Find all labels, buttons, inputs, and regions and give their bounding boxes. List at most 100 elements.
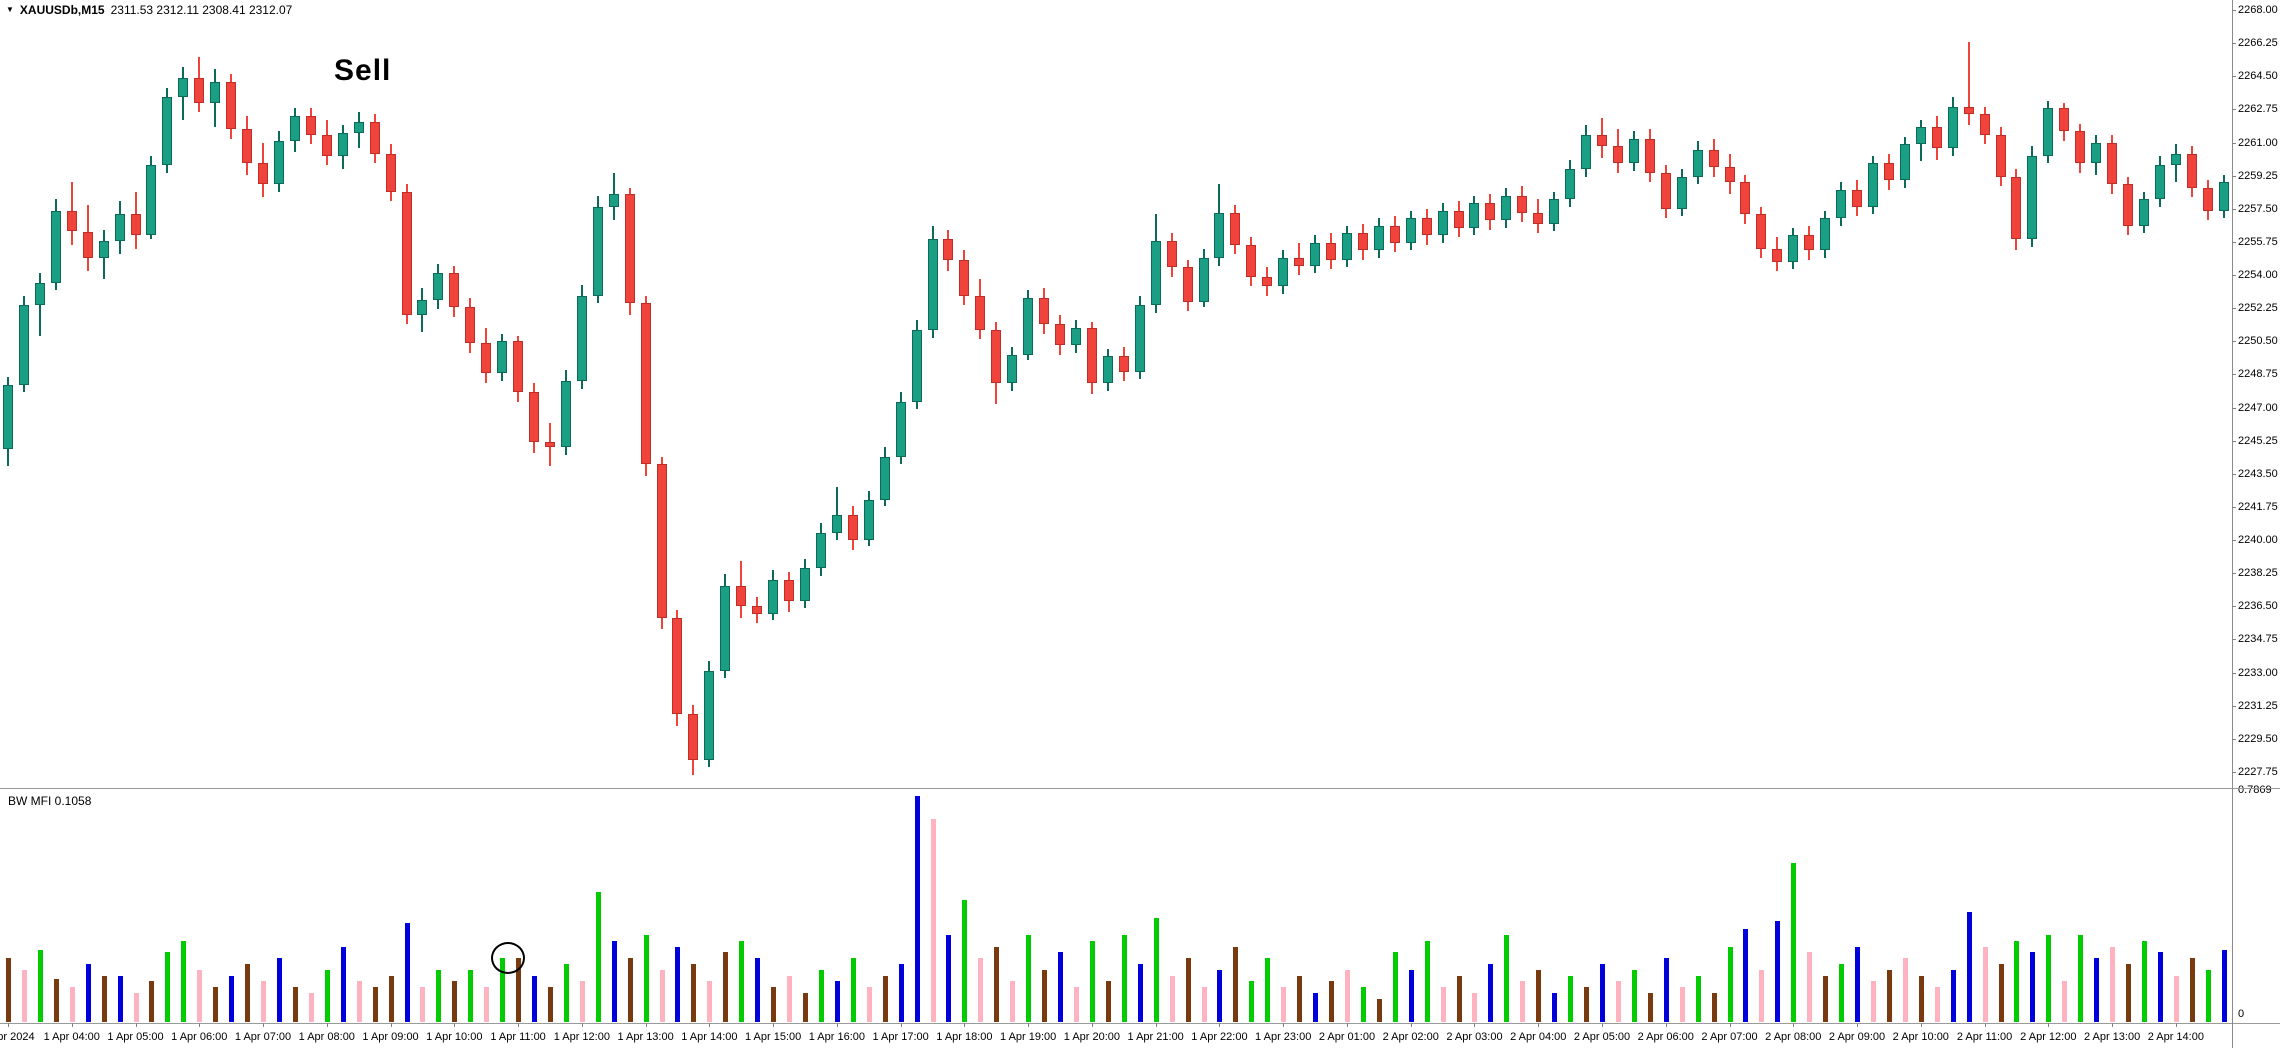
price-axis-tick xyxy=(2232,540,2236,542)
mfi-bar xyxy=(866,987,872,1022)
time-axis-label: 1 Apr 20:00 xyxy=(1063,1031,1121,1043)
mfi-bar xyxy=(882,975,888,1022)
candle xyxy=(688,714,699,760)
candle xyxy=(1979,114,1990,135)
circle-annotation[interactable] xyxy=(491,942,525,974)
candle xyxy=(2218,182,2229,211)
mfi-bar xyxy=(2157,952,2163,1022)
candle xyxy=(672,617,683,715)
time-axis-tick xyxy=(645,1023,647,1027)
mfi-bar xyxy=(404,923,410,1022)
candle xyxy=(1182,267,1193,302)
time-axis-label: 1 Apr 2024 xyxy=(0,1031,35,1043)
candle xyxy=(576,295,587,382)
candle xyxy=(353,121,364,134)
time-axis-label: 2 Apr 06:00 xyxy=(1637,1031,1694,1043)
candle xyxy=(337,133,348,156)
mfi-bar xyxy=(595,891,601,1022)
chevron-down-icon[interactable]: ▼ xyxy=(6,5,14,14)
candle xyxy=(1262,276,1273,287)
mfi-bar xyxy=(468,969,474,1022)
price-axis-tick xyxy=(2232,208,2236,210)
candle xyxy=(1628,138,1639,164)
candle xyxy=(401,191,412,315)
candle xyxy=(768,579,779,614)
mfi-bar xyxy=(1026,935,1032,1022)
candle xyxy=(927,239,938,330)
mfi-bar xyxy=(1089,940,1095,1022)
candle xyxy=(544,441,555,448)
time-axis-tick xyxy=(2048,1023,2050,1027)
mfi-bar xyxy=(1727,946,1733,1022)
mfi-bar xyxy=(1584,987,1590,1022)
time-axis-tick xyxy=(2175,1023,2177,1027)
candle xyxy=(1405,218,1416,243)
price-chart-pane[interactable] xyxy=(0,0,2232,788)
candle xyxy=(1326,242,1337,260)
candle xyxy=(2107,142,2118,185)
candle xyxy=(2011,176,2022,240)
mfi-bar xyxy=(6,958,11,1022)
candle xyxy=(1899,144,1910,181)
mfi-bar xyxy=(1743,929,1749,1022)
time-axis-tick xyxy=(1091,1023,1093,1027)
mfi-bar xyxy=(946,935,952,1022)
time-axis-tick xyxy=(1920,1023,1922,1027)
mfi-bar xyxy=(1966,911,1972,1022)
time-axis-label: 1 Apr 19:00 xyxy=(1000,1031,1057,1043)
price-axis-tick xyxy=(2232,772,2236,773)
price-axis-label: 2240.00 xyxy=(2238,534,2278,547)
mfi-bar xyxy=(149,981,155,1022)
time-axis-tick xyxy=(1028,1023,1030,1027)
candle xyxy=(1246,244,1257,277)
mfi-bar xyxy=(898,964,904,1022)
indicator-pane[interactable] xyxy=(0,789,2232,1023)
mfi-bar xyxy=(213,987,219,1022)
mfi-bar xyxy=(2046,935,2052,1022)
time-axis-label: 2 Apr 10:00 xyxy=(1892,1031,1949,1043)
mfi-bar xyxy=(1759,969,1765,1022)
price-axis-label: 2255.75 xyxy=(2238,235,2278,248)
mfi-bar xyxy=(1344,969,1350,1022)
time-axis-tick xyxy=(900,1023,902,1027)
mfi-bar xyxy=(21,969,27,1022)
time-axis-tick xyxy=(836,1023,838,1027)
candle xyxy=(273,140,284,185)
mfi-bar xyxy=(1488,964,1494,1022)
mfi-bar xyxy=(2189,958,2195,1022)
candle xyxy=(1389,225,1400,243)
candle xyxy=(385,153,396,192)
candle xyxy=(1007,354,1018,383)
time-axis-tick xyxy=(71,1023,73,1027)
candle xyxy=(831,515,842,533)
candle xyxy=(959,259,970,296)
mfi-bar xyxy=(1392,952,1398,1022)
candle xyxy=(1724,167,1735,183)
mfi-bar xyxy=(1520,981,1526,1022)
time-axis-tick xyxy=(581,1023,583,1027)
candle xyxy=(1214,212,1225,258)
candle xyxy=(1134,305,1145,372)
price-axis-label: 2264.50 xyxy=(2238,70,2278,83)
mfi-bar xyxy=(229,975,235,1022)
mfi-bar xyxy=(627,958,633,1022)
candle xyxy=(178,78,189,98)
candle xyxy=(656,464,667,618)
mfi-bar xyxy=(1679,987,1685,1022)
candle xyxy=(1118,356,1129,372)
mfi-bar xyxy=(914,795,920,1022)
candle xyxy=(66,210,77,232)
time-axis-tick xyxy=(1219,1023,1221,1027)
candle xyxy=(3,384,13,450)
mfi-bar xyxy=(1137,964,1143,1022)
time-axis-tick xyxy=(135,1023,137,1027)
mfi-bar xyxy=(1552,993,1558,1022)
time-axis-label: 2 Apr 12:00 xyxy=(2020,1031,2077,1043)
price-axis-label: 2238.25 xyxy=(2238,567,2278,580)
candle xyxy=(1517,195,1528,213)
candle xyxy=(226,81,237,130)
pane-separator[interactable] xyxy=(0,788,2280,789)
candle-wick xyxy=(835,487,838,541)
time-axis-tick xyxy=(1410,1023,1412,1027)
candle xyxy=(18,305,29,385)
